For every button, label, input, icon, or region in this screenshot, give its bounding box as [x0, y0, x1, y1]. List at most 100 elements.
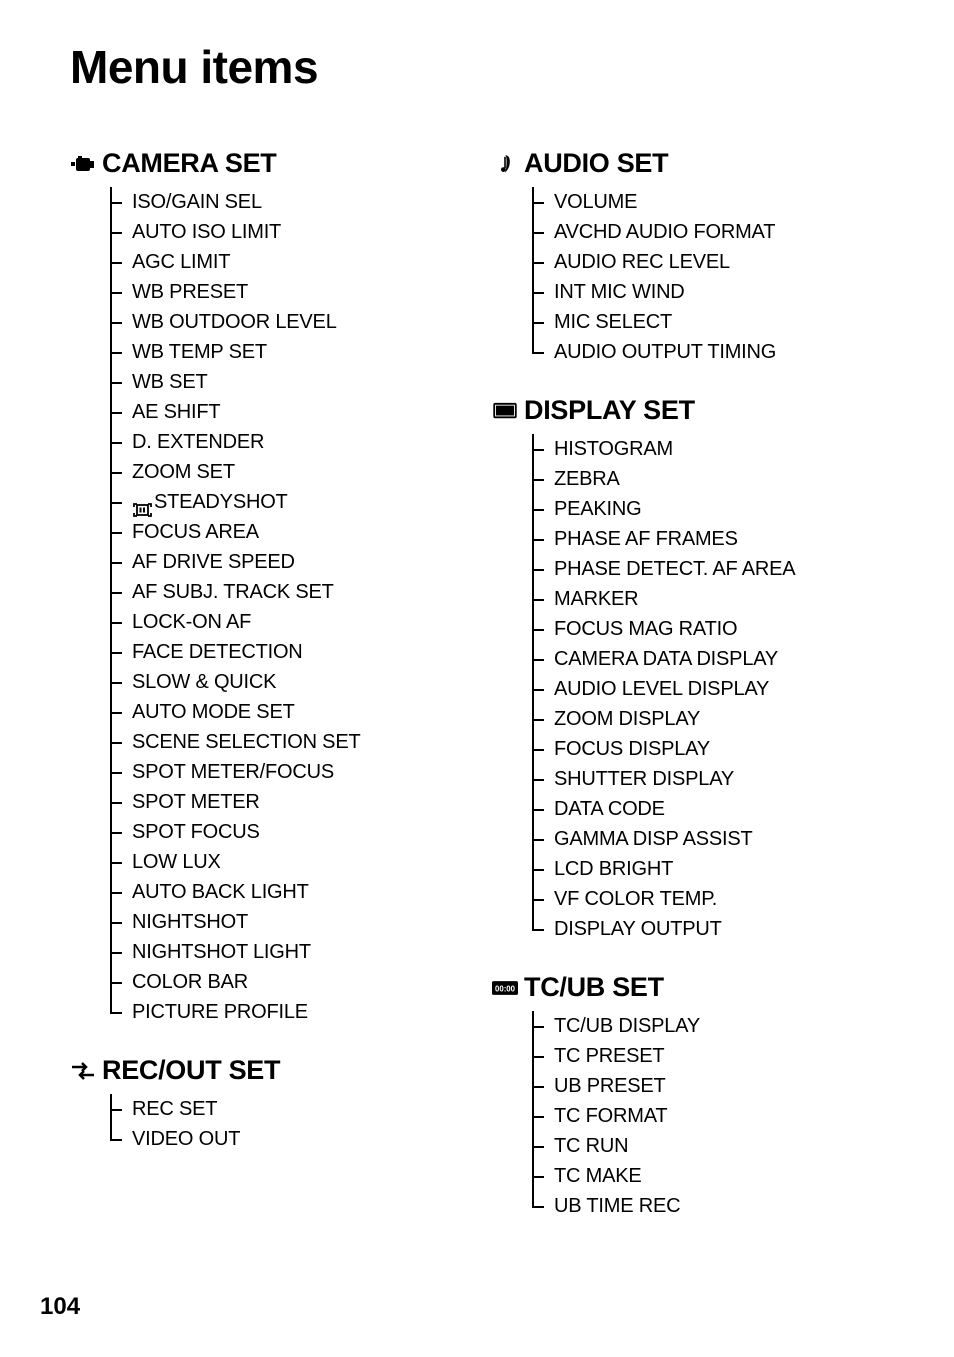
menu-tree: TC/UB DISPLAY TC PRESET UB PRESET TC FORMAT… — [532, 1011, 894, 1221]
menu-item: PHASE DETECT. AF AREA — [532, 554, 894, 584]
menu-item-label: ZEBRA — [554, 468, 620, 490]
menu-item-label: REC SET — [132, 1098, 217, 1120]
menu-item-label: COLOR BAR — [132, 971, 248, 993]
menu-item-label: AUTO BACK LIGHT — [132, 881, 309, 903]
display-icon — [492, 400, 518, 422]
menu-section: CAMERA SET ISO/GAIN SELAUTO ISO LIMITAGC … — [70, 148, 472, 1027]
menu-item-label: AUDIO OUTPUT TIMING — [554, 341, 776, 363]
menu-item: AUTO ISO LIMIT — [110, 217, 472, 247]
menu-item: ISO/GAIN SEL — [110, 187, 472, 217]
menu-item-label: WB SET — [132, 371, 207, 393]
section-title: REC/OUT SET — [102, 1055, 280, 1086]
menu-item-label: LCD BRIGHT — [554, 858, 673, 880]
menu-item-label: PHASE AF FRAMES — [554, 528, 738, 550]
menu-item-label: PEAKING — [554, 498, 642, 520]
menu-item: VOLUME — [532, 187, 894, 217]
menu-item: COLOR BAR — [110, 967, 472, 997]
menu-item: AE SHIFT — [110, 397, 472, 427]
menu-item-label: AUDIO REC LEVEL — [554, 251, 730, 273]
menu-item-label: ZOOM DISPLAY — [554, 708, 700, 730]
menu-tree: VOLUMEAVCHD AUDIO FORMATAUDIO REC LEVELI… — [532, 187, 894, 367]
menu-item: MARKER — [532, 584, 894, 614]
menu-item-label: PICTURE PROFILE — [132, 1001, 308, 1023]
section-title: TC/UB SET — [524, 972, 664, 1003]
menu-item: ZOOM SET — [110, 457, 472, 487]
menu-item: SLOW & QUICK — [110, 667, 472, 697]
section-header: AUDIO SET — [492, 148, 894, 179]
menu-item-label: VF COLOR TEMP. — [554, 888, 717, 910]
menu-item-label: FOCUS MAG RATIO — [554, 618, 737, 640]
menu-item-label: SPOT FOCUS — [132, 821, 260, 843]
menu-item: PICTURE PROFILE — [110, 997, 472, 1027]
menu-item: AUTO MODE SET — [110, 697, 472, 727]
menu-item-label: MIC SELECT — [554, 311, 672, 333]
menu-item-label: UB PRESET — [554, 1075, 666, 1097]
menu-item: LCD BRIGHT — [532, 854, 894, 884]
menu-item: SPOT FOCUS — [110, 817, 472, 847]
menu-item: TC/UB DISPLAY — [532, 1011, 894, 1041]
page: Menu items CAMERA SETISO/GAIN SELAUTO IS… — [0, 0, 954, 1357]
menu-item: DISPLAY OUTPUT — [532, 914, 894, 944]
menu-item-label: AE SHIFT — [132, 401, 220, 423]
menu-section: AUDIO SET VOLUME AVCHD AUDIO FORMAT AUDIO R… — [492, 148, 894, 367]
menu-item: AUTO BACK LIGHT — [110, 877, 472, 907]
menu-item-label: HISTOGRAM — [554, 438, 673, 460]
menu-item: AGC LIMIT — [110, 247, 472, 277]
menu-item: SPOT METER/FOCUS — [110, 757, 472, 787]
menu-item-label: AUTO MODE SET — [132, 701, 295, 723]
menu-item: PEAKING — [532, 494, 894, 524]
menu-item-label: TC PRESET — [554, 1045, 664, 1067]
menu-item-label: SPOT METER — [132, 791, 260, 813]
menu-item-label: CAMERA DATA DISPLAY — [554, 648, 778, 670]
menu-item-label: AVCHD AUDIO FORMAT — [554, 221, 775, 243]
menu-item-label: LOCK-ON AF — [132, 611, 251, 633]
menu-item-label: WB TEMP SET — [132, 341, 267, 363]
menu-item: VIDEO OUT — [110, 1124, 472, 1154]
menu-item: AF SUBJ. TRACK SET — [110, 577, 472, 607]
menu-item: SPOT METER — [110, 787, 472, 817]
menu-item-label: WB OUTDOOR LEVEL — [132, 311, 337, 333]
menu-item: AUDIO REC LEVEL — [532, 247, 894, 277]
menu-item: ZOOM DISPLAY — [532, 704, 894, 734]
camera-icon — [70, 153, 96, 175]
section-title: CAMERA SET — [102, 148, 277, 179]
menu-item-label: WB PRESET — [132, 281, 248, 303]
menu-item: LOCK-ON AF — [110, 607, 472, 637]
menu-tree: REC SET VIDEO OUT — [110, 1094, 472, 1154]
menu-item-label: NIGHTSHOT — [132, 911, 248, 933]
menu-item: ZEBRA — [532, 464, 894, 494]
menu-item: CAMERA DATA DISPLAY — [532, 644, 894, 674]
menu-item-label: FOCUS DISPLAY — [554, 738, 710, 760]
menu-item: DATA CODE — [532, 794, 894, 824]
menu-item-label: DISPLAY OUTPUT — [554, 918, 722, 940]
right-column: AUDIO SET VOLUME AVCHD AUDIO FORMAT AUDIO R… — [492, 148, 894, 1249]
menu-item: PHASE AF FRAMES — [532, 524, 894, 554]
menu-item-label: TC FORMAT — [554, 1105, 667, 1127]
columns: CAMERA SET ISO/GAIN SELAUTO ISO LIMITAGC … — [70, 148, 894, 1249]
menu-item: TC PRESET — [532, 1041, 894, 1071]
menu-item: TC MAKE — [532, 1161, 894, 1191]
section-title: AUDIO SET — [524, 148, 668, 179]
menu-item: FACE DETECTION — [110, 637, 472, 667]
menu-item: GAMMA DISP ASSIST — [532, 824, 894, 854]
recout-icon — [70, 1060, 96, 1082]
menu-item-label: MARKER — [554, 588, 638, 610]
steadyshot-icon — [132, 496, 150, 510]
menu-item: WB PRESET — [110, 277, 472, 307]
menu-item-label: AUDIO LEVEL DISPLAY — [554, 678, 769, 700]
svg-text:00:00: 00:00 — [495, 984, 516, 993]
section-title: DISPLAY SET — [524, 395, 695, 426]
section-header: REC/OUT SET — [70, 1055, 472, 1086]
menu-item: STEADYSHOT — [110, 487, 472, 517]
menu-item-label: FACE DETECTION — [132, 641, 303, 663]
menu-item: FOCUS MAG RATIO — [532, 614, 894, 644]
menu-item-label: AF DRIVE SPEED — [132, 551, 295, 573]
menu-item-label: SLOW & QUICK — [132, 671, 276, 693]
menu-item: D. EXTENDER — [110, 427, 472, 457]
menu-item: VF COLOR TEMP. — [532, 884, 894, 914]
menu-item: NIGHTSHOT LIGHT — [110, 937, 472, 967]
menu-section: REC/OUT SET REC SET VIDEO OUT — [70, 1055, 472, 1154]
menu-item-label: FOCUS AREA — [132, 521, 259, 543]
menu-item-label: LOW LUX — [132, 851, 221, 873]
menu-item-label: VOLUME — [554, 191, 637, 213]
